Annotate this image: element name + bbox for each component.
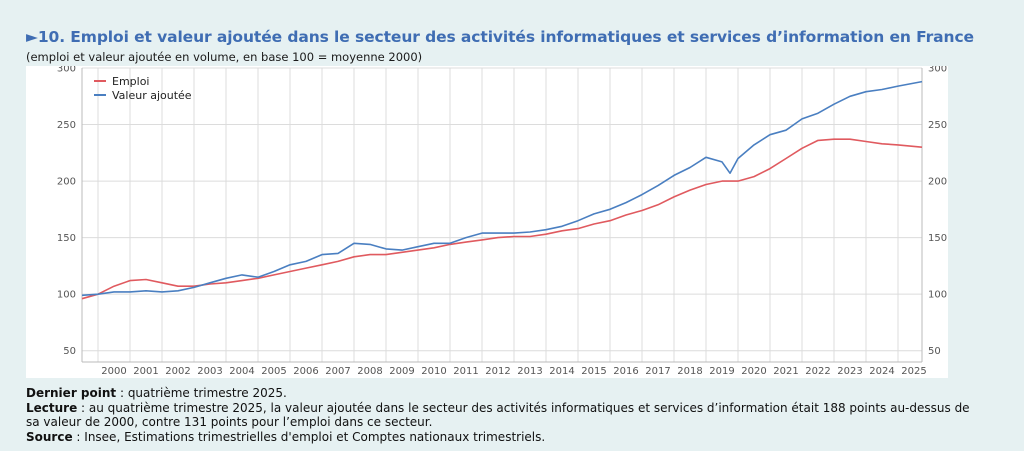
series-line-emploi bbox=[81, 138, 923, 300]
x-tick-label: 2019 bbox=[709, 366, 734, 377]
x-tick-label: 2024 bbox=[869, 366, 894, 377]
y-tick-label-left: 200 bbox=[57, 177, 76, 188]
x-tick-label: 2015 bbox=[581, 366, 606, 377]
x-tick-label: 2025 bbox=[901, 366, 926, 377]
x-tick-label: 2006 bbox=[293, 366, 318, 377]
x-tick-label: 2000 bbox=[101, 366, 126, 377]
line-chart: 50 50 100 100 150 150 200 200 250 250 300 300 2000 20… bbox=[57, 66, 947, 377]
x-tick-label: 2002 bbox=[165, 366, 190, 377]
chart-title: ►10. Emploi et valeur ajoutée dans le se… bbox=[26, 28, 974, 46]
y-tick-label-left: 250 bbox=[57, 120, 76, 131]
chart-notes: Dernier point : quatrième trimestre 2025… bbox=[26, 386, 986, 444]
x-tick-label: 2007 bbox=[325, 366, 350, 377]
note-dernier-label: Dernier point bbox=[26, 386, 117, 400]
x-tick-label: 2022 bbox=[805, 366, 830, 377]
y-tick-label-left: 100 bbox=[57, 290, 76, 301]
x-tick-label: 2001 bbox=[133, 366, 158, 377]
legend-label-emploi: Emploi bbox=[112, 75, 150, 88]
x-tick-label: 2014 bbox=[549, 366, 574, 377]
note-source-text: : Insee, Estimations trimestrielles d'em… bbox=[72, 429, 546, 444]
x-tick-label: 2005 bbox=[261, 366, 286, 377]
note-dernier-point: Dernier point : quatrième trimestre 2025… bbox=[26, 386, 986, 401]
x-tick-label: 2016 bbox=[613, 366, 638, 377]
y-tick-label-right: 150 bbox=[928, 233, 947, 244]
x-tick-label: 2008 bbox=[357, 366, 382, 377]
x-tick-label: 2020 bbox=[741, 366, 766, 377]
legend-label-valeur-ajoutee: Valeur ajoutée bbox=[112, 89, 192, 102]
note-lecture-label: Lecture bbox=[26, 400, 78, 415]
y-tick-label-left: 150 bbox=[57, 233, 76, 244]
x-tick-label: 2011 bbox=[453, 366, 478, 377]
x-tick-label: 2009 bbox=[389, 366, 414, 377]
y-tick-label-right: 100 bbox=[928, 290, 947, 301]
y-tick-label-right: 50 bbox=[928, 346, 941, 357]
x-tick-label: 2010 bbox=[421, 366, 446, 377]
y-tick-label-left: 50 bbox=[63, 346, 76, 357]
chart-subtitle: (emploi et valeur ajoutée en volume, en … bbox=[26, 50, 423, 64]
chart-area: 50 50 100 100 150 150 200 200 250 250 300 300 2000 20… bbox=[26, 66, 948, 378]
x-tick-label: 2013 bbox=[517, 366, 542, 377]
y-tick-label-left: 300 bbox=[57, 66, 76, 75]
x-tick-label: 2017 bbox=[645, 366, 670, 377]
x-tick-label: 2018 bbox=[677, 366, 702, 377]
x-tick-label: 2023 bbox=[837, 366, 862, 377]
x-tick-label: 2004 bbox=[229, 366, 254, 377]
note-lecture-text: : au quatrième trimestre 2025, la valeur… bbox=[26, 400, 970, 430]
series-line-valeur-ajoutee bbox=[81, 80, 923, 297]
note-source: Source : Insee, Estimations trimestriell… bbox=[26, 430, 986, 445]
y-tick-label-right: 250 bbox=[928, 120, 947, 131]
x-tick-label: 2003 bbox=[197, 366, 222, 377]
note-lecture: Lecture : au quatrième trimestre 2025, l… bbox=[26, 401, 986, 430]
y-tick-label-right: 200 bbox=[928, 177, 947, 188]
note-dernier-text: : quatrième trimestre 2025. bbox=[116, 386, 287, 400]
y-tick-label-right: 300 bbox=[928, 66, 947, 75]
x-tick-label: 2012 bbox=[485, 366, 510, 377]
note-source-label: Source bbox=[26, 429, 73, 444]
x-tick-label: 2021 bbox=[773, 366, 798, 377]
